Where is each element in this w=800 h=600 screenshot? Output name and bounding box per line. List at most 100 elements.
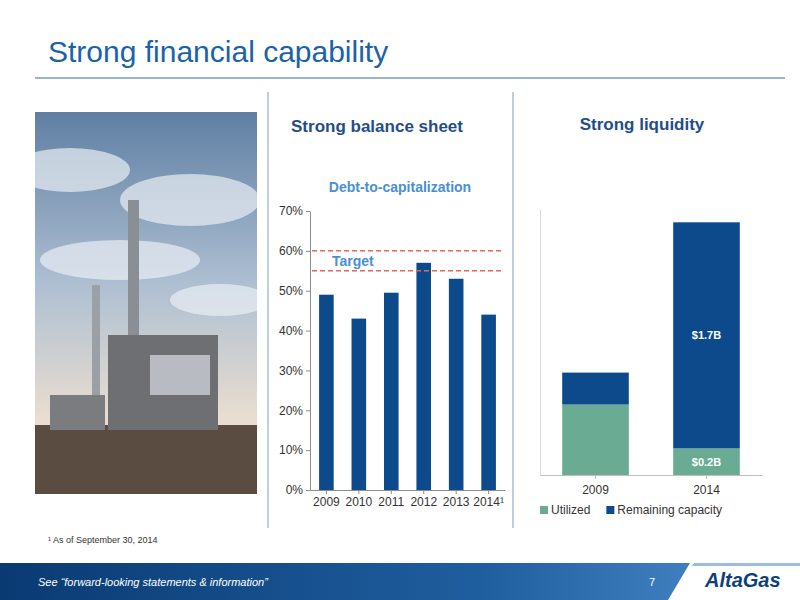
bar xyxy=(481,315,496,490)
tick-mark xyxy=(423,490,424,494)
tick: 2014¹ xyxy=(473,490,504,509)
tick-label: 20% xyxy=(279,404,303,418)
photo-cloud xyxy=(170,284,257,316)
tick: 2012 xyxy=(410,490,437,509)
bar-segment xyxy=(673,448,740,475)
tick-mark xyxy=(706,475,707,479)
separator xyxy=(268,92,269,528)
tick-label: 2012 xyxy=(410,495,437,509)
photo-cloud xyxy=(35,148,130,192)
tick: 30% xyxy=(279,364,310,378)
footer-accent xyxy=(692,563,800,566)
tick-mark xyxy=(306,410,310,411)
tick-mark xyxy=(306,490,310,491)
tick-label: 70% xyxy=(279,204,303,218)
target-label: Target xyxy=(332,253,374,269)
x-axis: 2009 2014 xyxy=(541,475,763,497)
data-label: $1.7B xyxy=(692,329,721,341)
photo-ground xyxy=(35,425,257,494)
axis-line xyxy=(541,475,763,476)
tick-label: 2014 xyxy=(693,483,720,497)
title-rule xyxy=(35,77,785,78)
data-label: $0.2B xyxy=(692,456,721,468)
bar-segment xyxy=(562,373,629,405)
tick-label: 2009 xyxy=(582,483,609,497)
legend-swatch xyxy=(606,506,614,514)
tick-label: 0% xyxy=(286,483,304,497)
slide: Strong financial capability Strong balanc… xyxy=(0,0,800,600)
legend: Utilized Remaining capacity xyxy=(540,503,722,517)
tick-mark xyxy=(306,291,310,292)
tick-mark xyxy=(306,251,310,252)
tick: 70% xyxy=(279,204,310,218)
tick: 2011 xyxy=(378,490,404,509)
tick-mark xyxy=(456,490,457,494)
tick-mark xyxy=(391,490,392,494)
tick: 0% xyxy=(286,483,310,497)
tick-mark xyxy=(306,450,310,451)
target-line xyxy=(312,250,503,252)
axis-line xyxy=(311,490,506,491)
tick: 2009 xyxy=(582,475,609,497)
photo-plant xyxy=(108,335,218,430)
tick-mark xyxy=(306,370,310,371)
bar-segment xyxy=(673,222,740,448)
plot-area xyxy=(562,222,740,475)
bar-segment xyxy=(562,405,629,475)
tick-mark xyxy=(306,211,310,212)
tick: 60% xyxy=(279,244,310,258)
x-axis: 2009 2010 2011 2012 20132014¹ xyxy=(311,490,506,509)
logo: AltaGas xyxy=(704,569,781,591)
photo-cloud xyxy=(40,240,200,280)
tick-label: 30% xyxy=(279,364,303,378)
photo-cloud xyxy=(120,174,257,226)
axis-line xyxy=(310,212,311,491)
tick-label: 60% xyxy=(279,244,303,258)
tick: 40% xyxy=(279,324,310,338)
bar xyxy=(384,293,399,490)
legend-swatch xyxy=(540,506,548,514)
target-line xyxy=(312,270,503,272)
tick-label: 2013 xyxy=(443,495,470,509)
tick: 2014 xyxy=(693,475,720,497)
tick-mark xyxy=(488,490,489,494)
plot-area xyxy=(312,251,503,490)
tick: 2010 xyxy=(345,490,372,509)
tick-label: 50% xyxy=(279,284,303,298)
bar xyxy=(416,263,431,490)
tick-label: 40% xyxy=(279,324,303,338)
footnote: ¹ As of September 30, 2014 xyxy=(48,535,158,545)
legend-label: Remaining capacity xyxy=(617,503,722,517)
chart-title: Strong balance sheet xyxy=(291,117,463,136)
tick-mark xyxy=(326,490,327,494)
photo-plant xyxy=(150,355,210,395)
tick: 2009 xyxy=(313,490,340,509)
page-number: 7 xyxy=(649,576,655,588)
legend-label: Utilized xyxy=(551,503,590,517)
y-axis: 0% 10% 20% 30% 40% 50% 60% 70% xyxy=(279,204,311,497)
axis-line xyxy=(540,210,541,476)
tick-label: 2010 xyxy=(345,495,372,509)
bar xyxy=(319,295,334,490)
y-axis xyxy=(540,210,541,476)
tick-label: 2009 xyxy=(313,495,340,509)
separator xyxy=(513,92,514,528)
photo-plant xyxy=(50,395,105,430)
tick-label: 10% xyxy=(279,443,303,457)
chart-subtitle: Debt-to-capitalization xyxy=(329,179,471,195)
footer-band xyxy=(0,563,690,600)
chart-title: Strong liquidity xyxy=(580,115,705,134)
slide-title: Strong financial capability xyxy=(48,35,388,68)
tick-mark xyxy=(358,490,359,494)
tick: 10% xyxy=(279,443,310,457)
photo xyxy=(35,112,257,494)
bar xyxy=(449,279,464,490)
tick: 20% xyxy=(279,404,310,418)
tick-mark xyxy=(306,331,310,332)
footer-text: See “forward-looking statements & inform… xyxy=(38,576,269,588)
tick-mark xyxy=(595,475,596,479)
tick-label: 2014¹ xyxy=(473,495,504,509)
tick-label: 2011 xyxy=(378,495,404,509)
tick: 50% xyxy=(279,284,310,298)
bar xyxy=(352,319,367,490)
